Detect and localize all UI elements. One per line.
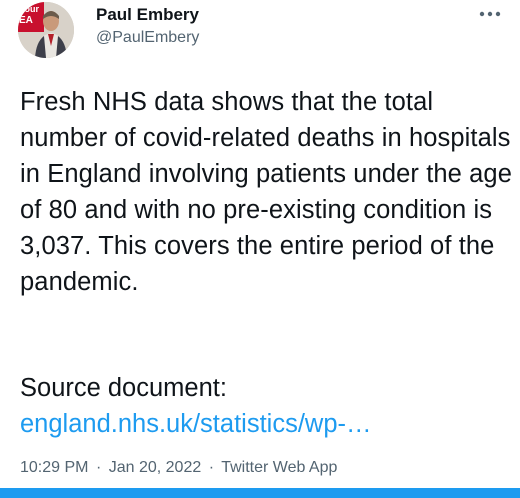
avatar-image: oour EA (18, 2, 74, 58)
svg-text:EA: EA (19, 15, 33, 26)
source-label: Source document: (20, 374, 227, 402)
avatar[interactable]: oour EA (18, 2, 74, 58)
user-handle[interactable]: @PaulEmbery (96, 29, 200, 46)
avatar-banner-text: oour (19, 4, 39, 14)
more-horizontal-icon (479, 11, 501, 17)
tweet-time[interactable]: 10:29 PM (20, 459, 89, 476)
source-document-link[interactable]: england.nhs.uk/statistics/wp-… (20, 410, 372, 438)
tweet-metadata: 10:29 PM · Jan 20, 2022 · Twitter Web Ap… (20, 458, 337, 478)
accent-bar (0, 488, 520, 498)
display-name[interactable]: Paul Embery (96, 5, 199, 24)
tweet-date[interactable]: Jan 20, 2022 (108, 459, 202, 476)
more-options-button[interactable] (472, 2, 508, 26)
meta-separator: · (95, 459, 102, 476)
user-info: Paul Embery @PaulEmbery (96, 4, 199, 49)
tweet-text: Fresh NHS data shows that the total numb… (20, 88, 512, 296)
meta-separator: · (208, 459, 215, 476)
tweet-client[interactable]: Twitter Web App (221, 459, 338, 476)
